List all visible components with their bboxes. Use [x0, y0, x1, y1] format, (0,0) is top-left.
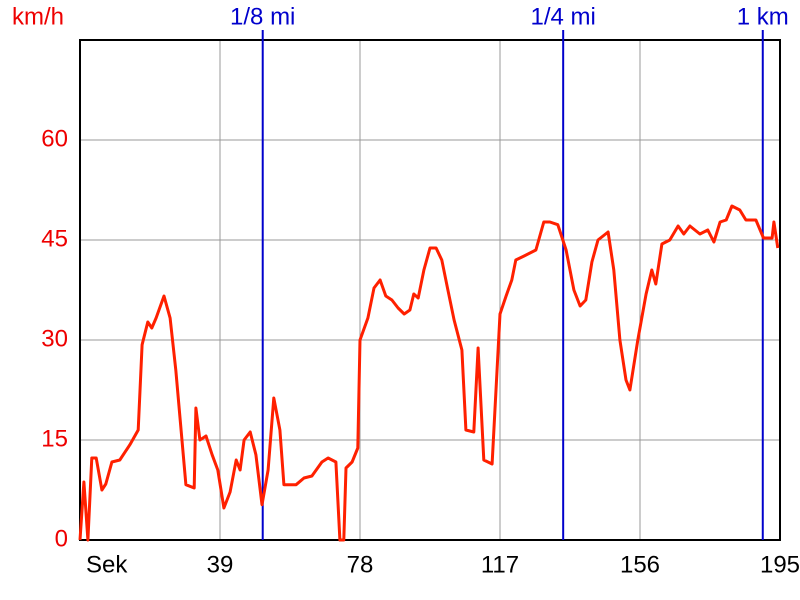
y-tick-label: 0	[55, 525, 68, 552]
x-tick-label: 78	[347, 551, 374, 578]
y-tick-label: 15	[41, 425, 68, 452]
y-tick-label: 30	[41, 325, 68, 352]
distance-marker-label: 1 km	[737, 3, 789, 30]
x-tick-label: 156	[620, 551, 660, 578]
x-tick-label: 39	[207, 551, 234, 578]
plot-border	[79, 39, 781, 541]
x-tick-label: 195	[760, 551, 800, 578]
x-tick-label: Sek	[86, 551, 128, 578]
distance-marker-label: 1/4 mi	[530, 3, 595, 30]
y-tick-label: 45	[41, 225, 68, 252]
y-axis-label: km/h	[12, 3, 64, 30]
y-tick-label: 60	[41, 125, 68, 152]
distance-marker-label: 1/8 mi	[230, 3, 295, 30]
x-tick-label: 117	[481, 551, 519, 578]
speed-line	[78, 204, 780, 542]
